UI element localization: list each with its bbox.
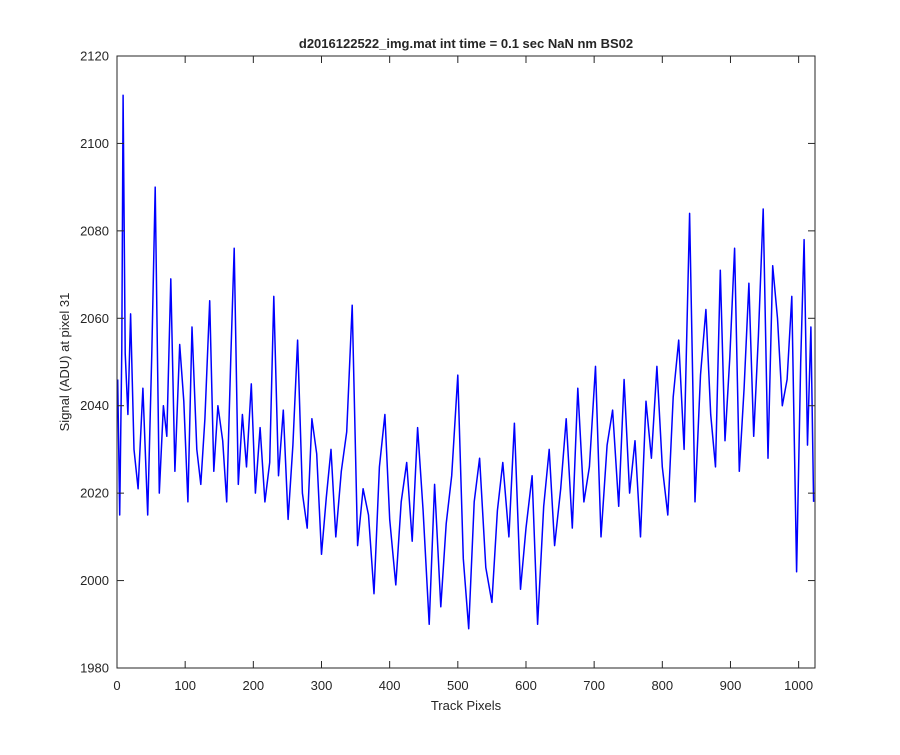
- x-tick-label: 900: [720, 678, 742, 693]
- y-tick-label: 2100: [80, 136, 109, 151]
- x-tick-label: 600: [515, 678, 537, 693]
- y-tick-label: 2080: [80, 223, 109, 238]
- y-tick-label: 2120: [80, 49, 109, 64]
- plot-area: [117, 56, 815, 668]
- y-tick-label: 2060: [80, 311, 109, 326]
- y-tick-label: 2020: [80, 486, 109, 501]
- data-layer: [116, 94, 815, 630]
- x-tick-label: 300: [311, 678, 333, 693]
- x-tick-label: 500: [447, 678, 469, 693]
- x-tick-label: 1000: [784, 678, 813, 693]
- x-tick-label: 800: [651, 678, 673, 693]
- y-tick-label: 1980: [80, 661, 109, 676]
- x-tick-label: 0: [113, 678, 120, 693]
- y-axis-label: Signal (ADU) at pixel 31: [57, 293, 72, 432]
- x-axis-ticks: 0 100 200 300 400 500 600 700 800 900 1000: [113, 56, 813, 693]
- x-tick-label: 100: [174, 678, 196, 693]
- axes-box: [116, 55, 816, 669]
- x-tick-label: 200: [242, 678, 264, 693]
- series-line-0: [116, 94, 815, 630]
- y-tick-label: 2040: [80, 398, 109, 413]
- x-tick-label: 400: [379, 678, 401, 693]
- x-axis-label: Track Pixels: [431, 698, 502, 713]
- x-tick-label: 700: [583, 678, 605, 693]
- y-axis-ticks: 1980 2000 2020 2040 2060 2080 2100 2120: [80, 49, 815, 676]
- chart-title: d2016122522_img.mat int time = 0.1 sec N…: [299, 36, 633, 51]
- y-tick-label: 2000: [80, 573, 109, 588]
